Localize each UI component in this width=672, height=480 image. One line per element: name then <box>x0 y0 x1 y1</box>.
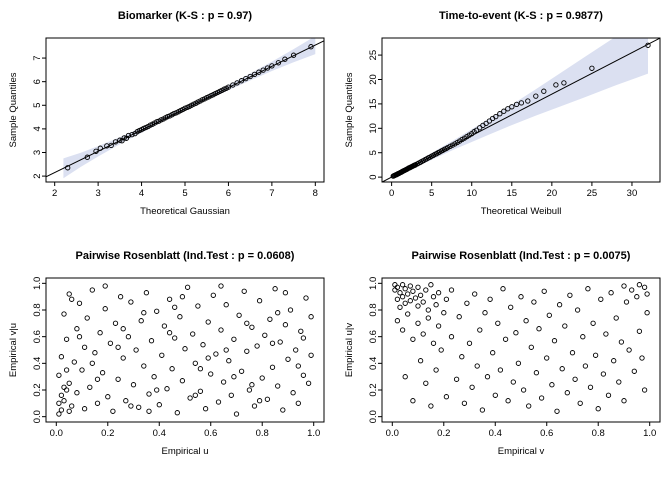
svg-text:20: 20 <box>547 188 558 199</box>
y-axis-label: Empirical u|v <box>344 322 355 378</box>
panel-rosenblatt-v: 0.0 0.2 0.4 0.6 0.8 1.0 0.0 0.2 0.4 0.6 0.8 1.0 Pai… <box>336 240 672 480</box>
svg-text:20: 20 <box>368 74 379 85</box>
svg-text:0.4: 0.4 <box>32 357 43 370</box>
x-axis-label: Empirical v <box>497 446 545 457</box>
panel-title: Pairwise Rosenblatt (Ind.Test : p = 0.00… <box>411 250 631 262</box>
svg-text:0.8: 0.8 <box>368 303 379 316</box>
svg-text:7: 7 <box>269 188 274 199</box>
svg-text:4: 4 <box>139 188 144 199</box>
svg-text:15: 15 <box>368 99 379 110</box>
svg-text:0.8: 0.8 <box>256 428 269 439</box>
svg-text:0.2: 0.2 <box>32 383 43 396</box>
panel-title: Pairwise Rosenblatt (Ind.Test : p = 0.06… <box>75 250 295 262</box>
svg-text:0.6: 0.6 <box>204 428 217 439</box>
svg-text:25: 25 <box>587 188 598 199</box>
svg-text:5: 5 <box>32 103 43 108</box>
time-to-event-qq-plot: 0 5 10 15 20 25 30 0 5 10 15 20 25 <box>368 37 661 199</box>
y-axis-label: Sample Quantiles <box>344 72 355 148</box>
svg-text:1.0: 1.0 <box>643 428 656 439</box>
svg-text:0: 0 <box>368 174 379 179</box>
biomarker-qq-plot: 2 3 4 5 6 7 8 2 3 4 5 6 7 <box>32 37 325 199</box>
panel-rosenblatt-u: 0.0 0.2 0.4 0.6 0.8 1.0 0.0 0.2 0.4 0.6 0.8 1.0 Pai… <box>0 240 336 480</box>
svg-text:3: 3 <box>95 188 100 199</box>
svg-text:30: 30 <box>627 188 638 199</box>
rosenblatt-u-scatter-plot: 0.0 0.2 0.4 0.6 0.8 1.0 0.0 0.2 0.4 0.6 0.8 1.0 <box>32 277 325 439</box>
svg-text:10: 10 <box>368 123 379 134</box>
svg-text:1.0: 1.0 <box>32 277 43 290</box>
svg-text:0.2: 0.2 <box>101 428 114 439</box>
svg-text:3: 3 <box>32 150 43 155</box>
svg-text:4: 4 <box>32 126 43 131</box>
svg-text:15: 15 <box>506 188 517 199</box>
svg-text:0.8: 0.8 <box>592 428 605 439</box>
svg-text:2: 2 <box>32 173 43 178</box>
svg-text:0.6: 0.6 <box>368 330 379 343</box>
svg-text:1.0: 1.0 <box>368 277 379 290</box>
svg-text:0.0: 0.0 <box>386 428 399 439</box>
svg-text:5: 5 <box>429 188 434 199</box>
panel-time-to-event-qq: 0 5 10 15 20 25 30 0 5 10 15 20 25 Time-to-event (K-… <box>336 0 672 240</box>
svg-text:0.0: 0.0 <box>50 428 63 439</box>
svg-text:0.6: 0.6 <box>540 428 553 439</box>
svg-text:0.2: 0.2 <box>368 383 379 396</box>
svg-text:10: 10 <box>466 188 477 199</box>
svg-text:0.0: 0.0 <box>368 410 379 423</box>
panel-biomarker-qq: 2 3 4 5 6 7 8 2 3 4 5 6 7 Biomarker (K-S : p = 0.97)… <box>0 0 336 240</box>
svg-text:0.8: 0.8 <box>32 303 43 316</box>
panel-title: Biomarker (K-S : p = 0.97) <box>117 10 253 22</box>
svg-text:25: 25 <box>368 50 379 61</box>
svg-text:0.6: 0.6 <box>32 330 43 343</box>
x-axis-label: Empirical u <box>161 446 209 457</box>
svg-text:1.0: 1.0 <box>307 428 320 439</box>
svg-text:6: 6 <box>226 188 231 199</box>
svg-text:0.2: 0.2 <box>437 428 450 439</box>
y-axis-label: Sample Quantiles <box>8 72 19 148</box>
x-axis-label: Theoretical Weibull <box>480 206 562 217</box>
y-axis-label: Empirical v|u <box>8 322 19 378</box>
svg-text:6: 6 <box>32 79 43 84</box>
svg-text:0.0: 0.0 <box>32 410 43 423</box>
svg-text:0.4: 0.4 <box>153 428 166 439</box>
svg-text:0.4: 0.4 <box>489 428 502 439</box>
svg-text:0: 0 <box>389 188 394 199</box>
rosenblatt-v-scatter-plot: 0.0 0.2 0.4 0.6 0.8 1.0 0.0 0.2 0.4 0.6 0.8 1.0 <box>368 277 661 439</box>
svg-text:5: 5 <box>182 188 187 199</box>
panel-title: Time-to-event (K-S : p = 0.9877) <box>439 10 603 22</box>
x-axis-label: Theoretical Gaussian <box>140 206 230 217</box>
svg-text:5: 5 <box>368 150 379 155</box>
svg-text:0.4: 0.4 <box>368 357 379 370</box>
svg-text:2: 2 <box>52 188 57 199</box>
svg-text:8: 8 <box>313 188 318 199</box>
svg-text:7: 7 <box>32 55 43 60</box>
